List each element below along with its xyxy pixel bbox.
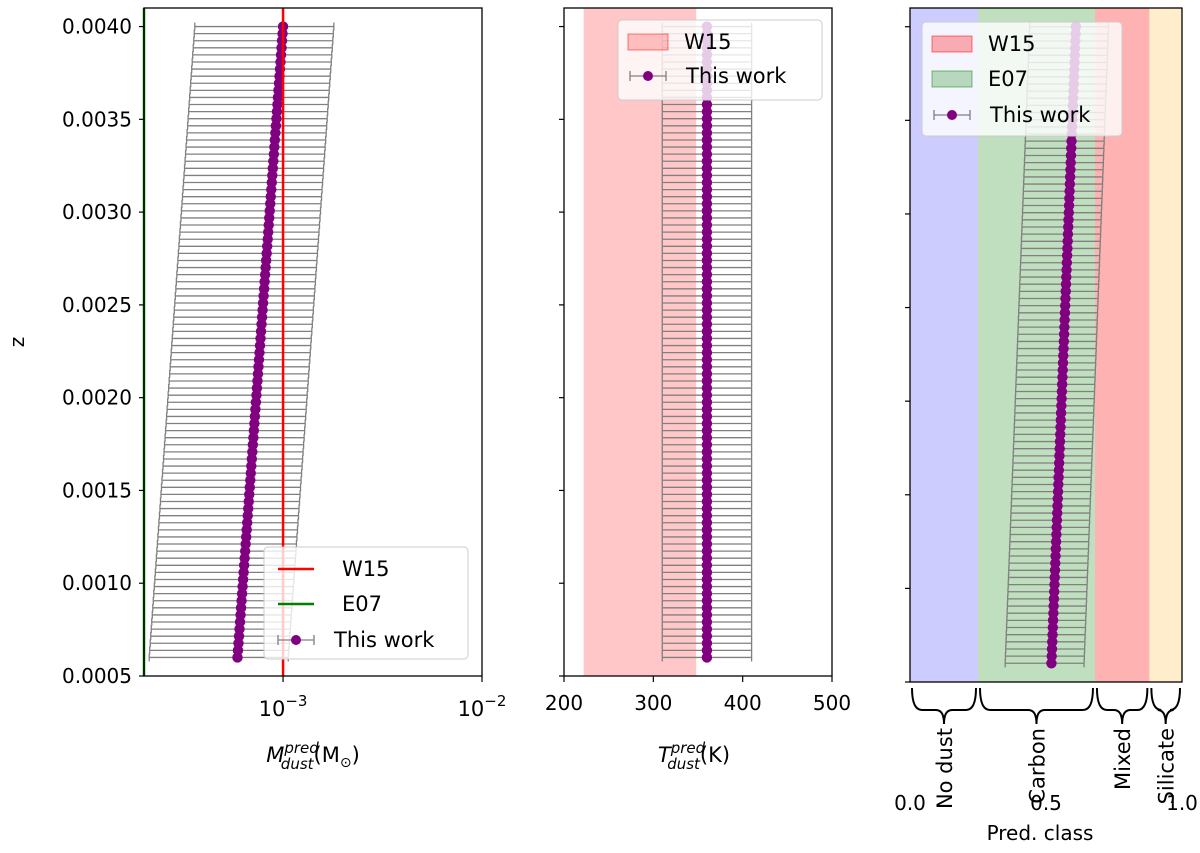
class-brace	[979, 687, 1094, 725]
x-tick-label: 400	[724, 691, 762, 715]
x-tick-label: 300	[634, 691, 672, 715]
y-tick-label: 0.0015	[62, 478, 132, 502]
legend-label: W15	[342, 557, 390, 581]
legend-patch	[627, 33, 669, 51]
x-tick-label: 10−3	[259, 692, 308, 721]
y-axis-label: z	[5, 337, 29, 348]
y-tick-label: 0.0040	[62, 15, 132, 39]
legend-label: W15	[684, 30, 732, 54]
x-tick-label: 10−2	[458, 692, 507, 721]
legend: W15 E07 This work	[921, 21, 1123, 137]
x-tick-label: 0.5	[1030, 791, 1062, 815]
plot-frame	[563, 7, 833, 677]
class-label: Mixed	[1111, 728, 1135, 790]
temperature-panel: 200 300 400 500 W15 This work Tpred dust(K)	[545, 7, 851, 773]
class-braces	[911, 687, 1181, 725]
legend-label: This work	[989, 103, 1091, 127]
y-tick-label: 0.0020	[62, 386, 132, 410]
class-panel: No dust Carbon Mixed Silicate 0.0 0.5 1.0 Pred.…	[894, 7, 1198, 845]
x-axis-label: Tpred dust(K)	[658, 739, 730, 773]
class-brace	[1095, 687, 1149, 725]
error-bars	[148, 22, 335, 662]
y-tick-label: 0.0025	[62, 293, 132, 317]
legend-label: This work	[333, 628, 435, 652]
plot-frame	[909, 7, 1183, 683]
plot-frame	[143, 7, 483, 677]
class-brace	[1150, 687, 1181, 725]
class-label: Silicate	[1155, 728, 1179, 804]
x-tick-label: 0.0	[894, 791, 926, 815]
legend-frame	[617, 19, 823, 101]
x-tick-label: 200	[545, 691, 583, 715]
legend: W15 E07 This work	[263, 546, 469, 660]
class-label: Carbon	[1025, 728, 1049, 804]
legend-label: E07	[342, 592, 382, 616]
class-labels: No dust Carbon Mixed Silicate	[933, 728, 1179, 809]
legend-label: W15	[988, 32, 1036, 56]
legend: W15 This work	[617, 19, 823, 101]
class-brace	[911, 687, 977, 725]
x-axis-label: Mpred dust(M⊙)	[266, 739, 360, 773]
x-tick-label: 500	[813, 691, 851, 715]
x-tick-label: 1.0	[1166, 791, 1198, 815]
data-points	[701, 21, 713, 663]
band-w15	[583, 8, 697, 676]
legend-marker	[643, 71, 653, 81]
legend-frame	[263, 546, 469, 660]
x-axis-label: Pred. class	[987, 821, 1094, 845]
y-tick-label: 0.0005	[62, 664, 132, 688]
legend-marker	[947, 110, 957, 120]
legend-label: E07	[988, 67, 1028, 91]
y-tick-label: 0.0010	[62, 571, 132, 595]
mass-panel: 0.0005 0.0010 0.0015 0.0020 0.0025 0.0030 0.00…	[5, 7, 507, 773]
band-silicate	[1149, 8, 1182, 682]
legend-marker	[291, 635, 301, 645]
legend-patch	[931, 35, 973, 53]
y-tick-label: 0.0030	[62, 200, 132, 224]
class-label: No dust	[933, 728, 957, 809]
y-tick-label: 0.0035	[62, 107, 132, 131]
legend-patch	[931, 70, 973, 88]
data-points	[1046, 21, 1082, 669]
legend-label: This work	[685, 64, 787, 88]
